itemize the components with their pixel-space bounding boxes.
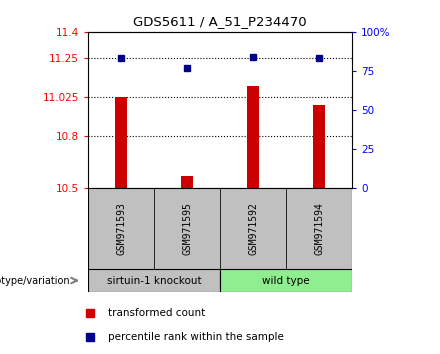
Title: GDS5611 / A_51_P234470: GDS5611 / A_51_P234470 [133, 15, 307, 28]
FancyBboxPatch shape [154, 188, 220, 269]
Text: GSM971592: GSM971592 [248, 202, 258, 255]
Bar [313, 105, 325, 188]
Text: sirtuin-1 knockout: sirtuin-1 knockout [106, 275, 202, 286]
Bar [247, 86, 259, 188]
FancyBboxPatch shape [220, 269, 352, 292]
Text: percentile rank within the sample: percentile rank within the sample [108, 332, 284, 342]
Text: GSM971593: GSM971593 [116, 202, 126, 255]
FancyBboxPatch shape [88, 188, 154, 269]
FancyBboxPatch shape [220, 188, 286, 269]
Text: GSM971595: GSM971595 [182, 202, 192, 255]
Bar [181, 176, 193, 188]
Text: genotype/variation: genotype/variation [0, 275, 70, 286]
Text: transformed count: transformed count [108, 308, 205, 318]
Text: GSM971594: GSM971594 [314, 202, 324, 255]
FancyBboxPatch shape [286, 188, 352, 269]
Bar [115, 97, 127, 188]
Text: wild type: wild type [262, 275, 310, 286]
FancyBboxPatch shape [88, 269, 220, 292]
